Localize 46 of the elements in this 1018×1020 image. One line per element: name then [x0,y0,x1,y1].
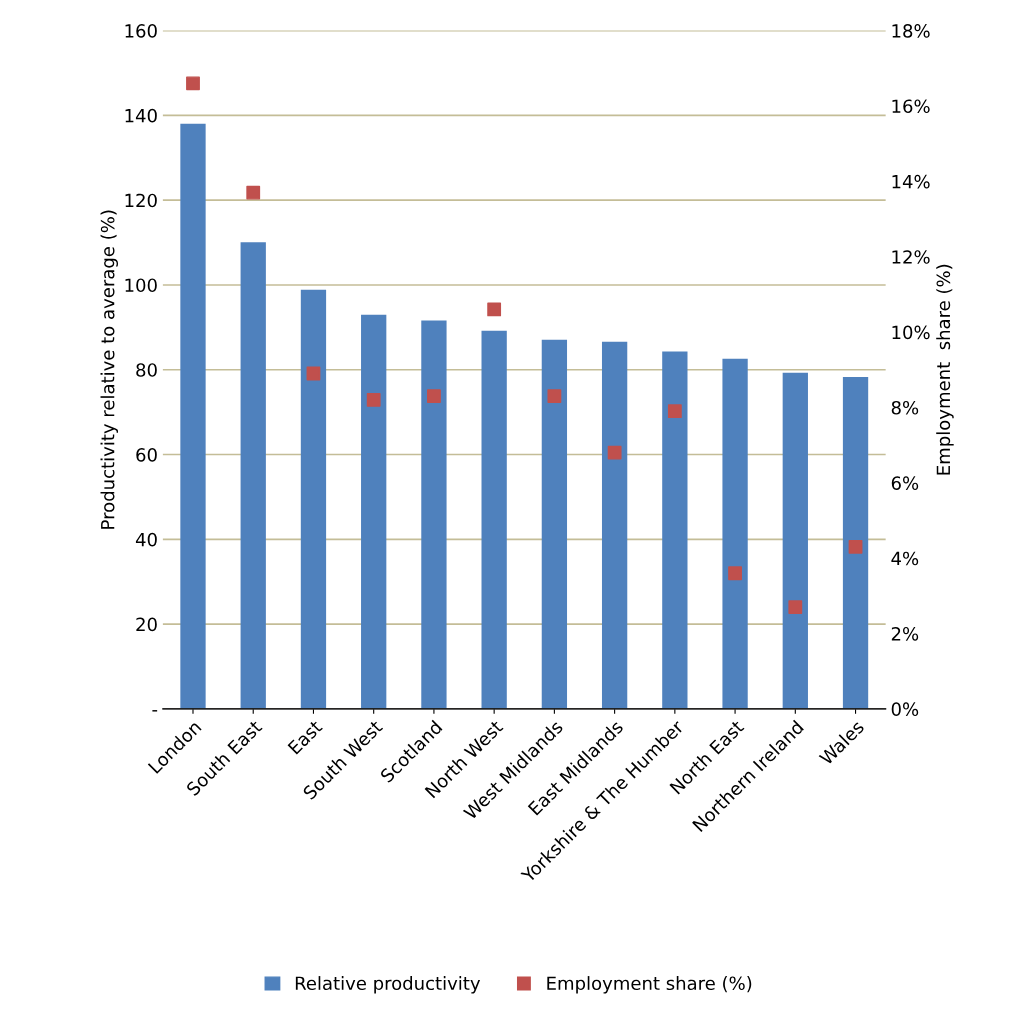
y2-tick-label: 12% [892,250,930,264]
y-tick-label: - [152,710,158,712]
bar [842,376,869,709]
bar [421,320,447,709]
y2-tick-label: 4% [891,551,919,566]
legend-label: Employment share (%) [547,976,752,994]
y-tick-label: 20 [136,617,157,632]
bar [300,289,327,709]
point [366,392,381,407]
point [728,566,742,581]
y2-tick-label: 0% [891,702,919,717]
y-tick-label: 120 [125,193,157,208]
y2-tick-label: 16% [892,99,930,114]
point [427,389,441,404]
bar [662,351,688,709]
point [667,404,682,419]
y-tick-label: 40 [135,532,157,547]
y-tick-label: 100 [125,278,157,293]
point [788,600,803,615]
y2-tick-label: 6% [891,476,919,490]
y-tick-label: 80 [136,363,157,377]
y-tick-label: 60 [136,448,157,462]
bar [180,123,206,709]
bar [782,372,808,709]
y2-axis-title: Employment share (%) [936,264,954,475]
bar [361,314,387,709]
y2-tick-label: 8% [891,400,919,415]
point [848,539,863,554]
y-axis-title: Productivity relative to average (%) [100,210,118,529]
bar [722,358,748,709]
point [246,185,261,200]
y-tick-label: 160 [125,24,157,38]
y2-tick-label: 2% [891,626,919,641]
point [487,302,502,317]
y2-tick-label: 18% [892,24,930,38]
point [547,389,562,404]
bar [541,339,568,709]
point [607,445,622,460]
legend-label: Relative productivity [295,976,481,994]
bar [240,242,266,709]
point [186,76,200,91]
bar [481,330,507,709]
y2-tick-label: 14% [892,174,930,189]
y-tick-label: 140 [125,108,157,123]
bar [601,341,628,709]
y2-tick-label: 10% [892,325,930,340]
